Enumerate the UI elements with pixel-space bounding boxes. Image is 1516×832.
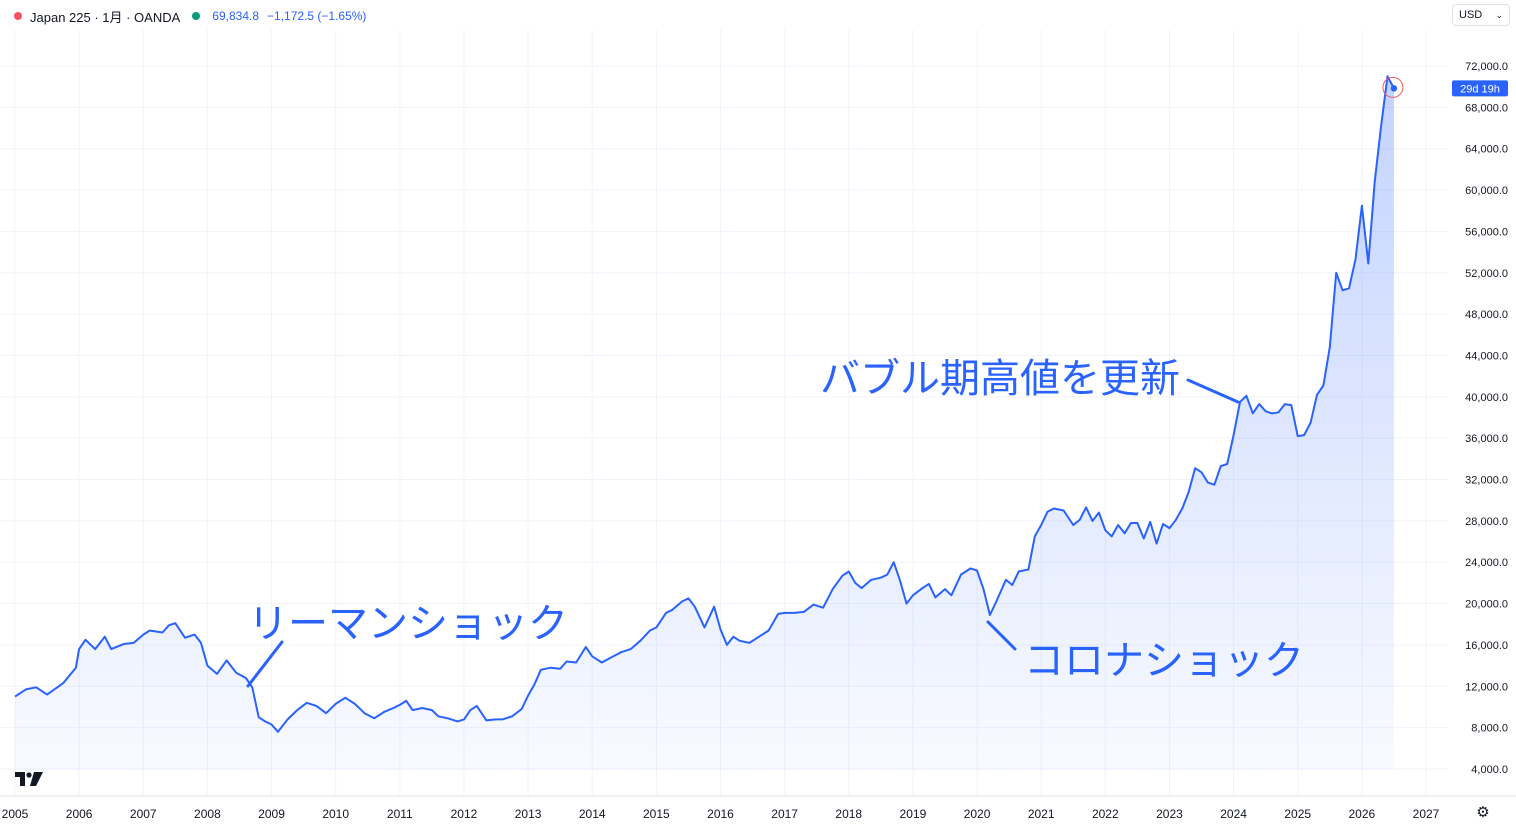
- annotation-corona-shock: コロナショック: [1024, 638, 1304, 684]
- x-tick-label: 2021: [1028, 807, 1055, 821]
- last-price-countdown: 29d 19h: [1460, 83, 1500, 95]
- currency-selector[interactable]: USD ⌄: [1452, 4, 1510, 26]
- price-line: [14, 75, 1395, 733]
- y-tick-label: 48,000.0: [1465, 309, 1508, 321]
- y-tick-label: 16,000.0: [1465, 640, 1508, 652]
- y-tick-label: 72,000.0: [1465, 61, 1508, 73]
- y-tick-label: 36,000.0: [1465, 433, 1508, 445]
- y-tick-label: 20,000.0: [1465, 599, 1508, 611]
- annotation-lehman-shock: リーマンショック: [248, 601, 568, 647]
- tradingview-logo-icon[interactable]: [14, 771, 44, 787]
- last-price-marker: [1382, 76, 1404, 98]
- y-tick-label: 56,000.0: [1465, 226, 1508, 238]
- y-tick-label: 60,000.0: [1465, 185, 1508, 197]
- x-tick-label: 2026: [1349, 807, 1376, 821]
- x-tick-label: 2019: [900, 807, 927, 821]
- x-tick-label: 2015: [643, 807, 670, 821]
- annotation-leader-lines: [246, 378, 1240, 688]
- x-tick-label: 2008: [194, 807, 221, 821]
- last-price: 69,834.8: [212, 9, 260, 23]
- y-tick-label: 4,000.0: [1471, 764, 1508, 776]
- chevron-down-icon: ⌄: [1495, 9, 1503, 20]
- x-tick-label: 2009: [258, 807, 285, 821]
- x-tick-label: 2024: [1220, 807, 1247, 821]
- currency-label: USD: [1459, 9, 1483, 21]
- x-tick-label: 2005: [2, 807, 29, 821]
- annotation-leader-line: [246, 640, 284, 688]
- last-price-tag: 29d 19h: [1452, 80, 1508, 97]
- x-tick-label: 2013: [515, 807, 542, 821]
- y-tick-label: 68,000.0: [1465, 102, 1508, 114]
- price-axis[interactable]: 4,000.0 8,000.0 12,000.0 16,000.0 20,000.0 24…: [1465, 61, 1508, 776]
- annotation-bubble-high: バブル期高値を更新: [820, 356, 1180, 402]
- x-tick-label: 2010: [322, 807, 349, 821]
- time-axis[interactable]: 2005 2006 2007 2008 2009 2010 2011 2012 2013 2014…: [0, 795, 1516, 821]
- x-tick-label: 2014: [579, 807, 606, 821]
- annotation-leader-line: [986, 620, 1017, 651]
- market-status-dot-icon: [192, 12, 201, 20]
- price-change: −1,172.5 (−1.65%): [267, 9, 367, 23]
- annotation-leader-line: [1186, 378, 1240, 404]
- x-tick-label: 2027: [1413, 807, 1440, 821]
- symbol-header: Japan 225 · 1月 · OANDA 69,834.8 −1,172.5…: [14, 6, 366, 26]
- y-tick-label: 12,000.0: [1465, 681, 1508, 693]
- x-tick-label: 2025: [1284, 807, 1311, 821]
- y-tick-label: 8,000.0: [1471, 723, 1508, 735]
- x-tick-label: 2022: [1092, 807, 1119, 821]
- gear-icon[interactable]: ⚙: [1476, 804, 1490, 821]
- x-tick-label: 2018: [835, 807, 862, 821]
- x-tick-label: 2016: [707, 807, 734, 821]
- x-tick-label: 2020: [964, 807, 991, 821]
- y-tick-label: 64,000.0: [1465, 144, 1508, 156]
- symbol-title[interactable]: Japan 225 · 1月 · OANDA: [30, 9, 181, 25]
- last-price-dot-icon: [1390, 85, 1398, 92]
- price-series-line: [14, 75, 1395, 733]
- x-tick-label: 2007: [130, 807, 157, 821]
- x-tick-label: 2023: [1156, 807, 1183, 821]
- x-tick-label: 2017: [771, 807, 798, 821]
- price-area-fill: [15, 76, 1394, 771]
- y-tick-label: 32,000.0: [1465, 475, 1508, 487]
- x-tick-label: 2011: [387, 807, 413, 821]
- last-price-ring-icon: [1382, 76, 1404, 98]
- y-tick-label: 28,000.0: [1465, 516, 1508, 528]
- x-tick-label: 2006: [66, 807, 93, 821]
- x-tick-label: 2012: [451, 807, 478, 821]
- y-tick-label: 44,000.0: [1465, 350, 1508, 362]
- last-price-tag-box: [1452, 80, 1508, 97]
- y-tick-label: 24,000.0: [1465, 557, 1508, 569]
- y-tick-label: 40,000.0: [1465, 392, 1508, 404]
- status-dot-icon: [14, 12, 22, 20]
- y-tick-label: 52,000.0: [1465, 268, 1508, 280]
- price-area: [15, 76, 1394, 771]
